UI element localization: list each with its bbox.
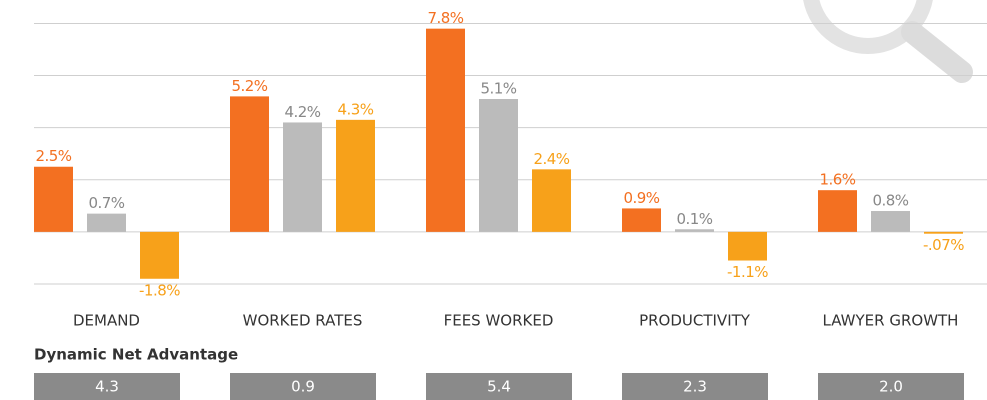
value-label: -1.8% — [139, 281, 180, 299]
value-label: 7.8% — [427, 9, 463, 27]
bar — [87, 213, 126, 232]
value-label: 4.2% — [284, 103, 320, 121]
bar — [728, 231, 767, 261]
table-title: Dynamic Net Advantage — [34, 346, 238, 364]
value-label: 4.3% — [337, 100, 373, 118]
bar — [675, 229, 714, 232]
value-label: 0.1% — [676, 210, 712, 228]
bar — [622, 208, 661, 232]
bar — [532, 169, 571, 232]
bar — [140, 231, 179, 279]
table-cell — [230, 373, 376, 400]
bar — [871, 211, 910, 232]
value-label: -.07% — [923, 236, 964, 254]
value-label: 2.5% — [35, 147, 71, 165]
bar — [230, 96, 269, 232]
bar — [924, 231, 963, 234]
table-value: 0.9 — [291, 378, 315, 396]
table-value: 4.3 — [95, 378, 119, 396]
x-tick-label: PRODUCTIVITY — [639, 312, 751, 330]
table-cell — [818, 373, 964, 400]
bar — [426, 28, 465, 232]
table-value: 5.4 — [487, 378, 511, 396]
search-icon — [803, 0, 973, 83]
icon-lens — [803, 0, 933, 54]
icon-handle — [901, 21, 973, 83]
value-label: 5.2% — [231, 77, 267, 95]
table-cell — [622, 373, 768, 400]
value-label: -1.1% — [727, 263, 768, 281]
value-label: 2.4% — [533, 150, 569, 168]
value-label: 5.1% — [480, 80, 516, 98]
value-label: 0.8% — [872, 192, 908, 210]
table-cell — [34, 373, 180, 400]
value-label: 1.6% — [819, 171, 855, 189]
table-value: 2.3 — [683, 378, 707, 396]
table-value: 2.0 — [879, 378, 903, 396]
x-tick-label: FEES WORKED — [444, 312, 554, 330]
table-cell — [426, 373, 572, 400]
bar — [336, 119, 375, 232]
bar — [818, 190, 857, 232]
bar — [34, 166, 73, 232]
x-tick-label: WORKED RATES — [243, 312, 363, 330]
bar — [283, 122, 322, 232]
value-label: 0.7% — [88, 194, 124, 212]
value-label: 0.9% — [623, 189, 659, 207]
x-tick-label: LAWYER GROWTH — [823, 312, 959, 330]
x-tick-label: DEMAND — [73, 312, 140, 330]
bar — [479, 99, 518, 232]
